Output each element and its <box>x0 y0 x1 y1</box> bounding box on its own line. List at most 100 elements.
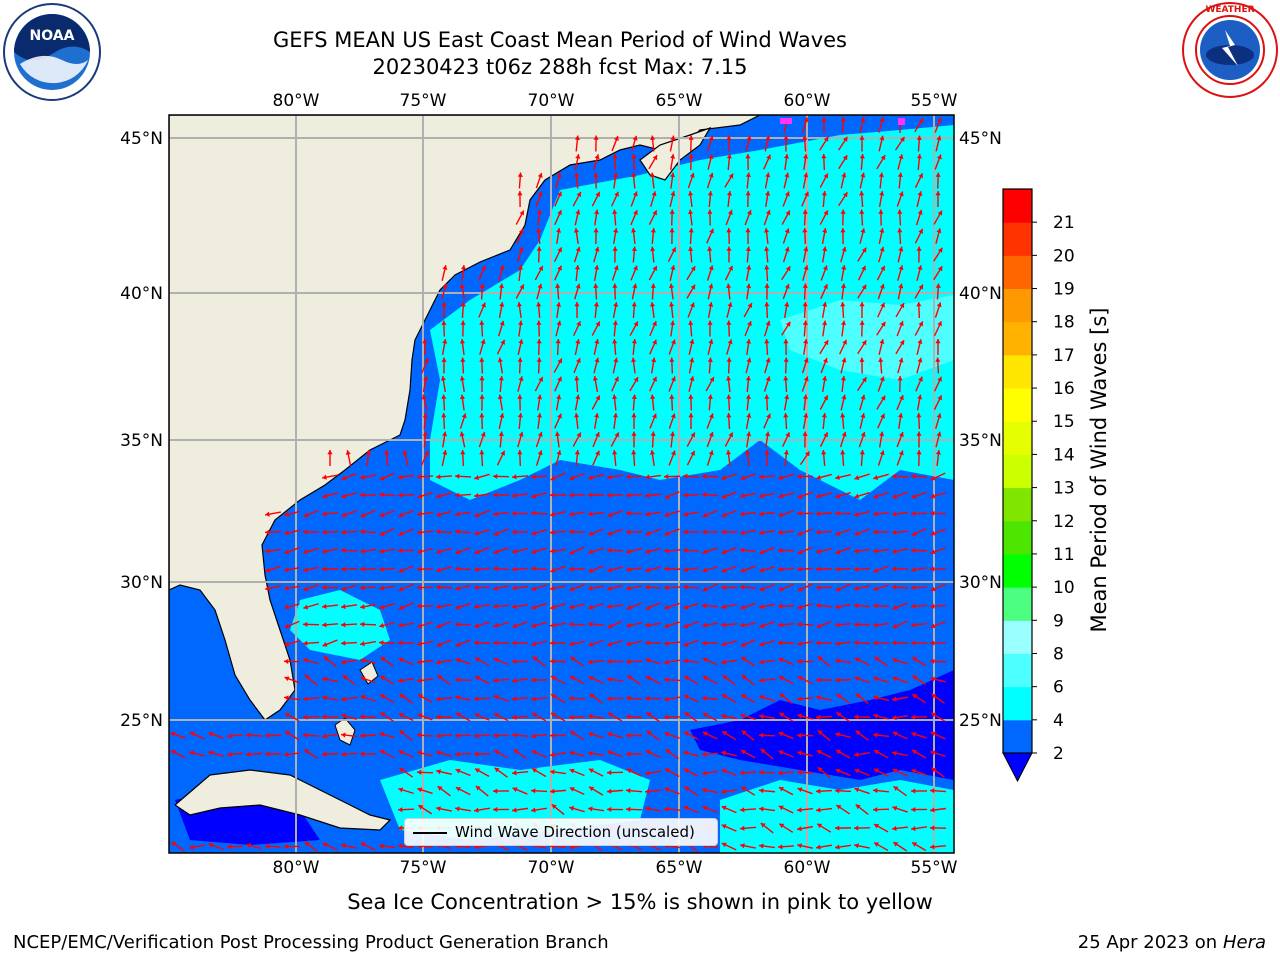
wave-direction-arrowhead <box>594 339 600 344</box>
wave-direction-arrowhead <box>574 413 580 418</box>
wave-direction-arrowhead <box>513 749 519 754</box>
wave-direction-arrowhead <box>474 530 480 536</box>
wave-direction-arrowhead <box>918 228 923 234</box>
wave-direction-arrowhead <box>436 659 441 665</box>
wave-direction-arrowhead <box>721 805 727 811</box>
wave-direction-arrowhead <box>873 640 878 646</box>
wave-period-dark-blue-zone <box>690 670 954 780</box>
wave-direction-arrowhead <box>440 376 446 381</box>
wave-direction-arrowhead <box>519 228 524 234</box>
wave-direction-arrowhead <box>804 451 810 457</box>
wave-direction-arrowhead <box>479 450 485 455</box>
wave-direction-arrowhead <box>779 712 785 718</box>
wave-direction-arrowhead <box>740 604 746 610</box>
wave-direction-arrowhead <box>531 510 536 516</box>
wave-direction-arrowhead <box>930 530 936 536</box>
lat-label: 40°N <box>959 284 1002 304</box>
wave-direction-arrowhead <box>797 511 802 517</box>
wave-direction-arrowhead <box>840 209 846 214</box>
wave-direction-arrowhead <box>569 641 574 647</box>
wave-direction-arrowhead <box>322 622 327 628</box>
wave-direction-arrowhead <box>741 656 747 662</box>
wave-direction-arrowhead <box>500 339 505 345</box>
wave-direction-arrowhead <box>459 283 465 289</box>
wave-direction-arrowhead <box>683 492 688 498</box>
wave-direction-arrowhead <box>859 135 865 140</box>
wave-direction-arrowhead <box>557 358 563 364</box>
wave-direction-arrowhead <box>569 586 575 592</box>
wave-direction-arrowhead <box>607 696 612 702</box>
wave-direction-arrowhead <box>360 585 365 591</box>
wave-direction-arrowhead <box>778 529 783 535</box>
wave-direction-arrowhead <box>726 413 732 418</box>
wave-direction-arrowhead <box>588 806 593 812</box>
wave-direction-arrowhead <box>417 585 422 591</box>
wave-direction-arrowhead <box>626 474 631 480</box>
wave-direction-arrowhead <box>855 730 861 736</box>
wave-direction-arrowhead <box>664 530 670 536</box>
colorbar-label: 18 <box>1053 313 1075 333</box>
wave-direction-arrowhead <box>436 474 441 480</box>
wave-direction-arrowhead <box>930 807 935 813</box>
wave-direction-arrowhead <box>802 209 808 214</box>
wave-direction-arrowhead <box>512 770 517 776</box>
wave-direction-arrowhead <box>722 675 728 680</box>
wave-direction-arrowhead <box>512 492 517 499</box>
wave-direction-arrowhead <box>645 548 650 554</box>
wave-direction-arrowhead <box>764 228 770 233</box>
wave-direction-arrowhead <box>930 510 935 516</box>
wave-direction-arrowhead <box>745 450 751 455</box>
wave-direction-arrowhead <box>631 339 637 344</box>
wave-direction-arrowhead <box>765 431 771 437</box>
wave-direction-arrowhead <box>284 623 290 629</box>
wave-direction-arrowhead <box>880 265 885 271</box>
wave-direction-arrowhead <box>493 622 499 628</box>
wave-direction-arrowhead <box>892 604 898 610</box>
wave-direction-arrowhead <box>189 844 194 850</box>
wave-direction-arrowhead <box>593 172 599 177</box>
wave-direction-arrowhead <box>645 806 650 812</box>
wave-direction-arrowhead <box>778 786 784 792</box>
colorbar-label: 15 <box>1053 412 1075 432</box>
wave-direction-arrowhead <box>557 247 562 253</box>
wave-direction-arrowhead <box>797 676 803 681</box>
wave-direction-arrowhead <box>650 228 656 233</box>
wave-direction-arrowhead <box>936 431 942 437</box>
wave-direction-arrowhead <box>632 135 638 141</box>
wave-direction-arrowhead <box>708 302 714 307</box>
wave-direction-arrowhead <box>417 787 423 793</box>
wave-direction-arrowhead <box>569 768 575 774</box>
wave-direction-arrowhead <box>536 228 542 233</box>
wave-direction-arrowhead <box>512 510 517 517</box>
wave-direction-arrowhead <box>398 677 403 684</box>
wave-direction-arrowhead <box>479 376 485 381</box>
wave-direction-arrowhead <box>671 247 676 253</box>
wave-direction-arrowhead <box>459 376 465 381</box>
wave-direction-arrowhead <box>537 394 543 400</box>
wave-direction-arrowhead <box>683 623 689 629</box>
wave-direction-arrowhead <box>652 210 657 216</box>
colorbar-segment <box>1003 719 1032 754</box>
wave-direction-arrowhead <box>379 843 384 849</box>
wave-direction-arrowhead <box>721 604 726 610</box>
wave-direction-arrowhead <box>418 694 424 699</box>
wave-direction-arrowhead <box>937 395 942 401</box>
wave-direction-arrowhead <box>759 732 764 738</box>
wave-direction-arrowhead <box>842 136 848 142</box>
wave-direction-arrowhead <box>493 657 499 663</box>
wave-direction-arrowhead <box>398 568 404 573</box>
wave-direction-arrowhead <box>797 713 803 719</box>
lon-labels-top: 80°W 75°W 70°W 65°W 60°W 55°W <box>273 91 958 111</box>
map-frame <box>168 114 955 854</box>
wave-direction-arrowhead <box>937 210 943 216</box>
wave-direction-arrowhead <box>785 432 790 438</box>
wave-direction-arrowhead <box>494 767 500 773</box>
wave-direction-arrowhead <box>898 357 904 363</box>
wave-direction-arrowhead <box>380 656 386 662</box>
wave-direction-arrowhead <box>421 394 427 400</box>
wave-direction-arrowhead <box>595 321 601 327</box>
footer-credit: NCEP/EMC/Verification Post Processing Pr… <box>13 932 609 953</box>
wave-direction-arrowhead <box>854 676 860 682</box>
wave-direction-arrowhead <box>778 566 783 572</box>
wave-direction-arrowhead <box>569 492 574 498</box>
